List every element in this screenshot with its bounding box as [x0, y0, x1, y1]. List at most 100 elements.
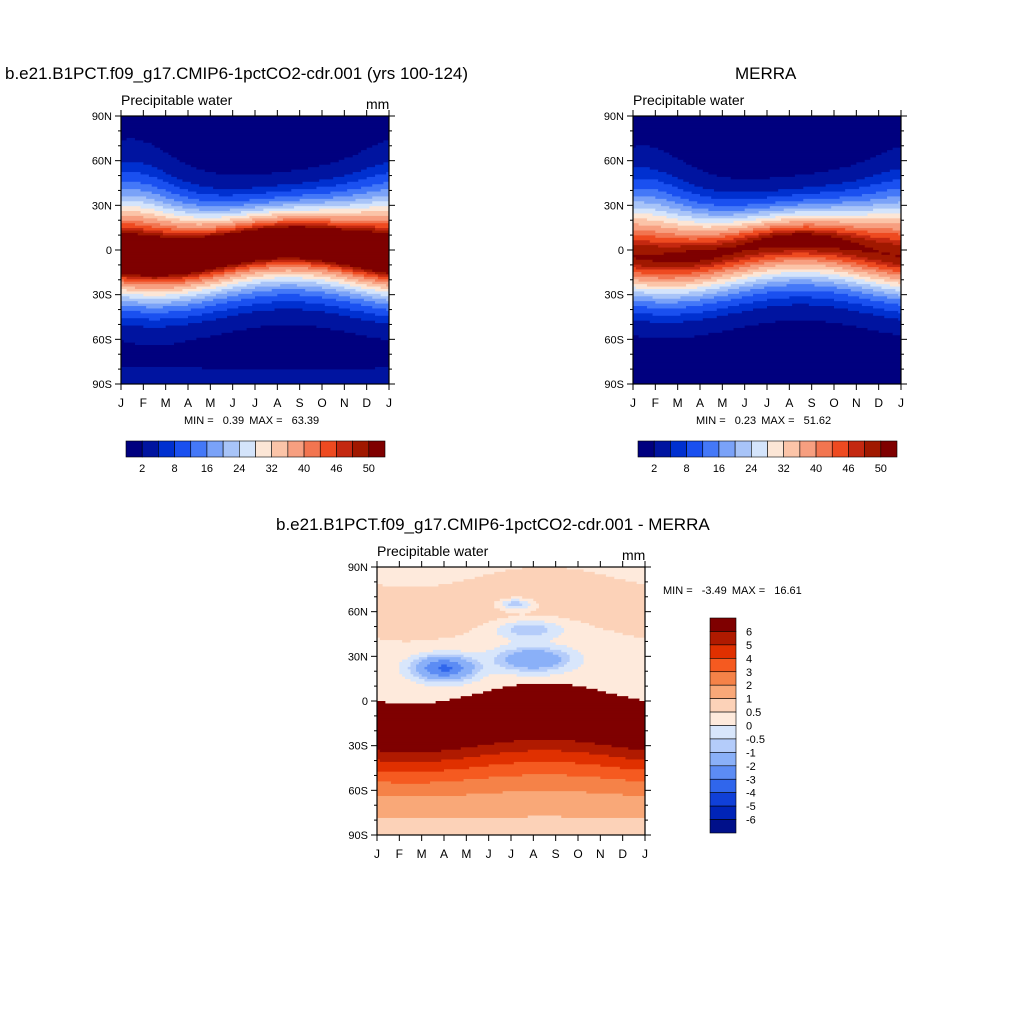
panel1-cell: [151, 225, 178, 229]
panel2-ytick-label: 60S: [604, 334, 624, 346]
panel2-cell: [633, 157, 679, 161]
panel3-cell: [418, 676, 428, 680]
panel1-cell: [335, 225, 376, 229]
panel2-cell: [875, 240, 901, 244]
panel3-cell: [494, 603, 504, 607]
panel3-cell: [418, 657, 428, 661]
panel2-cell: [683, 159, 866, 163]
panel3-cell: [410, 640, 512, 644]
panel1-cell: [121, 296, 130, 300]
panel2-field: [633, 116, 901, 384]
panel2-cell: [747, 276, 774, 280]
panel2-cell: [677, 186, 704, 190]
panel1-cell: [190, 298, 214, 302]
panel2-cell: [898, 281, 901, 285]
panel2-cell: [700, 267, 723, 271]
panel1-cell: [140, 189, 167, 193]
panel1-cell: [375, 228, 389, 232]
panel1-cell: [246, 327, 331, 331]
panel1-cell: [121, 135, 389, 139]
panel2-cell: [758, 267, 843, 271]
panel2-cell: [713, 189, 779, 193]
panel2-cell: [867, 264, 888, 268]
panel1-cell: [160, 223, 197, 227]
panel3-cell: [377, 827, 645, 831]
panel1-cell: [174, 208, 200, 212]
panel3-cell: [494, 571, 596, 575]
panel1-cell: [227, 264, 239, 268]
panel2-cell: [633, 357, 901, 361]
panel1-cell: [140, 206, 164, 210]
panel3-cell: [427, 676, 462, 680]
panel3-cell: [558, 615, 645, 619]
panel3-cell: [471, 662, 481, 666]
panel1-cell: [260, 325, 318, 329]
panel3-cell: [488, 764, 601, 768]
panel2-cell: [655, 235, 726, 239]
panel2-cell: [761, 274, 841, 278]
panel1-cell: [249, 267, 270, 271]
panel1-cell: [330, 191, 368, 195]
panel3-cell: [377, 742, 495, 746]
panel2-cell: [633, 135, 901, 139]
panel1-cell: [235, 223, 253, 227]
panel2-ytick-label: 30S: [604, 290, 624, 302]
panel1-ytick-label: 60S: [92, 334, 112, 346]
panel2-cell: [764, 254, 838, 258]
panel3-cell: [377, 591, 645, 595]
panel2-cell: [638, 223, 679, 227]
panel1-cell: [235, 269, 251, 273]
panel2-cell: [898, 310, 901, 314]
panel3-cell: [477, 625, 501, 629]
panel1-cell: [199, 274, 214, 278]
panel3-cell: [427, 654, 465, 658]
panel1-cell: [215, 286, 234, 290]
panel2-cell: [633, 291, 645, 295]
panel1-cell: [121, 140, 144, 144]
panel3-cell: [377, 754, 481, 758]
panel3-cell: [377, 735, 645, 739]
panel3-cell: [589, 623, 645, 627]
panel3-cell: [474, 666, 484, 670]
panel3-cell: [580, 652, 645, 656]
panel3-ytick-label: 90S: [348, 830, 368, 842]
panel1-cell: [375, 174, 389, 178]
panel2-cell: [677, 213, 709, 217]
panel1-cell: [375, 164, 389, 168]
panel1-cell: [232, 279, 253, 283]
panel3-cell: [605, 691, 645, 695]
panel1-cell: [121, 259, 256, 263]
panel1-cell: [221, 288, 242, 293]
panel1-xtick-label: A: [184, 396, 192, 410]
panel2-cell: [633, 118, 901, 122]
panel2-cell: [708, 332, 894, 336]
panel1-cell: [335, 288, 357, 293]
panel2-cell: [747, 215, 776, 219]
panel1-cell: [299, 293, 340, 297]
panel3-cell: [511, 598, 520, 602]
panel2-cell: [686, 284, 712, 288]
panel1-cell: [160, 147, 368, 151]
panel1-cell: [123, 279, 186, 283]
panel2-cell: [652, 296, 682, 300]
panel1-cell: [243, 203, 284, 207]
panel2-cell: [633, 262, 712, 266]
panel1-cell: [188, 291, 211, 295]
panel1-cell: [162, 211, 186, 215]
panel1-cell: [218, 279, 234, 283]
panel1-cell: [288, 225, 306, 229]
panel1-cell: [213, 269, 225, 273]
panel2-cell: [873, 288, 897, 293]
panel3-cell: [494, 605, 507, 610]
panel1-cell: [271, 172, 354, 176]
panel2-cell: [633, 159, 684, 163]
panel1-cell: [347, 276, 365, 280]
panel1-cell: [299, 257, 389, 261]
panel1-cell: [246, 213, 273, 217]
panel3-xtick-label: J: [374, 847, 380, 861]
panel3-cell: [511, 627, 548, 631]
panel1-cell: [330, 220, 389, 224]
panel1-cell: [282, 203, 351, 207]
panel1-cell: [224, 271, 237, 275]
panel2-cell: [713, 271, 735, 275]
